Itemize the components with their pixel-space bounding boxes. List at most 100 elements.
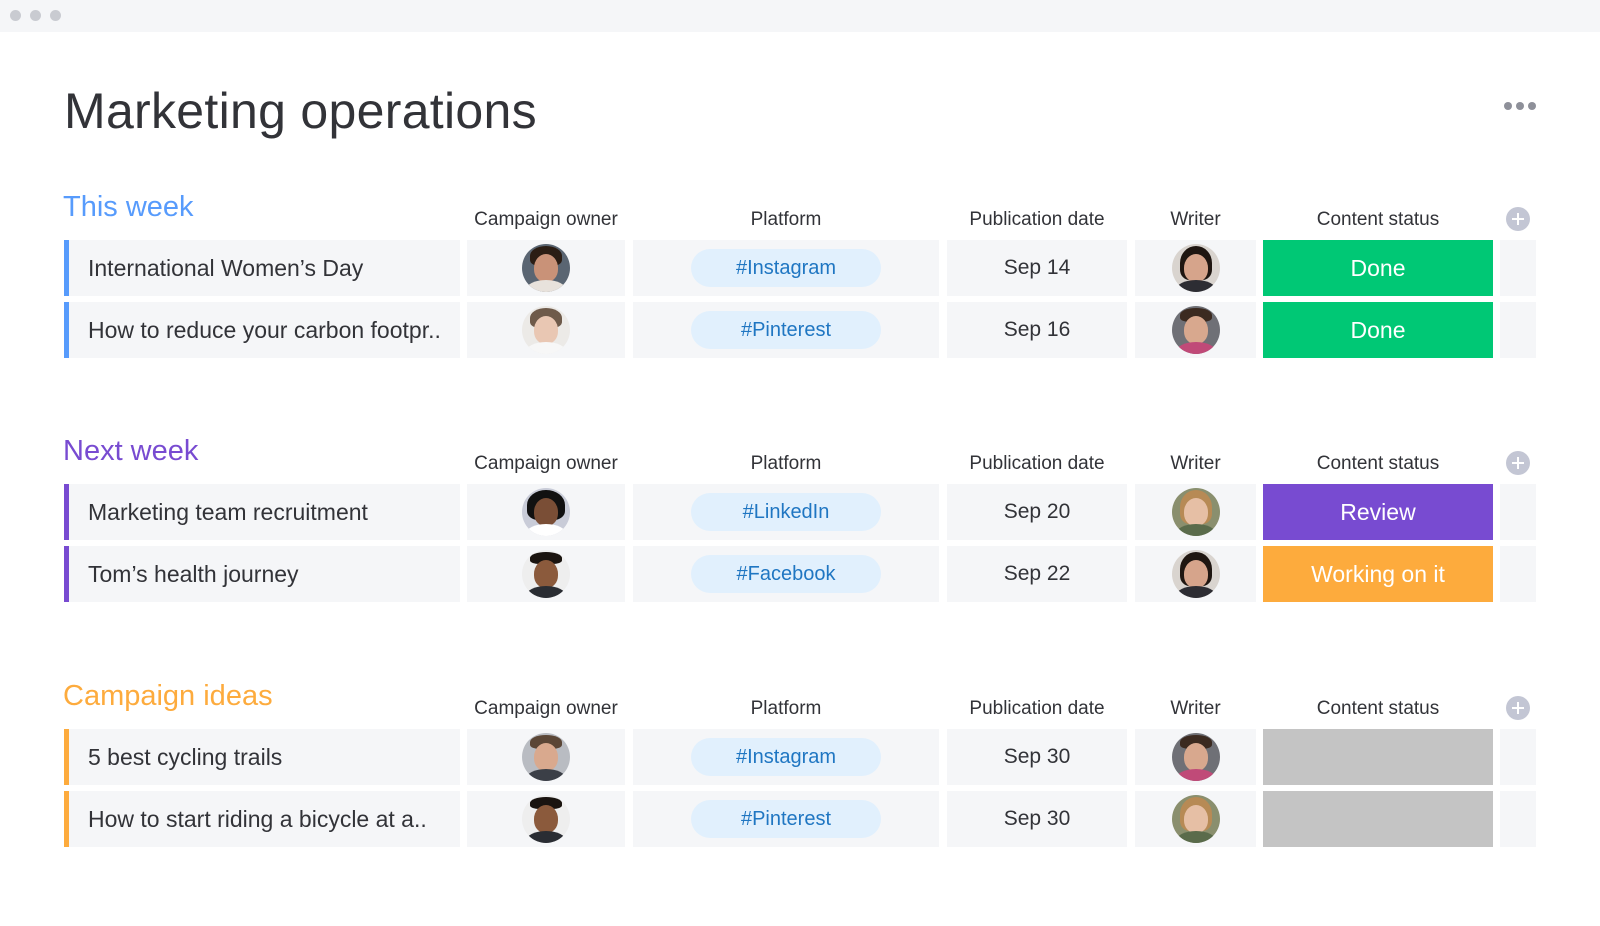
publication-date[interactable]: Sep 20: [947, 484, 1127, 540]
platform-cell: #Facebook: [633, 546, 939, 602]
column-header-status: Content status: [1316, 453, 1440, 474]
column-header-platform: Platform: [750, 698, 822, 719]
item-name-cell[interactable]: International Women’s Day: [64, 240, 460, 296]
more-options-icon[interactable]: [1500, 96, 1540, 116]
writer-cell[interactable]: [1135, 791, 1256, 847]
avatar-woman-long-dark-hair[interactable]: [1171, 244, 1220, 292]
status-badge[interactable]: [1263, 729, 1493, 785]
writer-cell[interactable]: [1135, 546, 1256, 602]
owner-cell[interactable]: [467, 791, 625, 847]
column-header-owner: Campaign owner: [474, 453, 618, 474]
platform-cell: #Pinterest: [633, 791, 939, 847]
status-badge[interactable]: Working on it: [1263, 546, 1493, 602]
group-title[interactable]: Next week: [63, 435, 199, 467]
column-header-platform: Platform: [750, 453, 822, 474]
owner-cell[interactable]: [467, 484, 625, 540]
empty-cell: [1500, 791, 1536, 847]
column-header-writer: Writer: [1170, 698, 1221, 719]
item-name-cell[interactable]: How to start riding a bicycle at a..: [64, 791, 460, 847]
item-name-cell[interactable]: Marketing team recruitment: [64, 484, 460, 540]
table-row: Tom’s health journey #Facebook Sep 22 Wo…: [0, 546, 1600, 602]
group-color-bar: [64, 240, 69, 296]
column-header-writer: Writer: [1170, 453, 1221, 474]
column-header-date: Publication date: [969, 453, 1105, 474]
publication-date[interactable]: Sep 30: [947, 791, 1127, 847]
writer-cell[interactable]: [1135, 484, 1256, 540]
group-color-bar: [64, 729, 69, 785]
item-name: Marketing team recruitment: [88, 498, 368, 525]
page-title: Marketing operations: [64, 83, 537, 139]
item-name: Tom’s health journey: [88, 560, 299, 587]
platform-cell: #LinkedIn: [633, 484, 939, 540]
avatar-woman-dark-hair[interactable]: [522, 244, 570, 292]
platform-tag[interactable]: #Instagram: [691, 249, 881, 287]
writer-cell[interactable]: [1135, 240, 1256, 296]
column-header-status: Content status: [1316, 698, 1440, 719]
empty-cell: [1500, 240, 1536, 296]
add-column-icon[interactable]: [1506, 696, 1530, 720]
owner-cell[interactable]: [467, 546, 625, 602]
group-color-bar: [64, 791, 69, 847]
table-row: Marketing team recruitment #LinkedIn Sep…: [0, 484, 1600, 540]
table-row: International Women’s Day #Instagram Sep…: [0, 240, 1600, 296]
platform-tag[interactable]: #Pinterest: [691, 800, 881, 838]
owner-cell[interactable]: [467, 729, 625, 785]
add-column-icon[interactable]: [1506, 451, 1530, 475]
group-title[interactable]: This week: [63, 191, 194, 223]
avatar-man-short-hair[interactable]: [522, 733, 570, 781]
platform-cell: #Pinterest: [633, 302, 939, 358]
platform-cell: #Instagram: [633, 240, 939, 296]
item-name-cell[interactable]: How to reduce your carbon footpr..: [64, 302, 460, 358]
status-badge[interactable]: [1263, 791, 1493, 847]
avatar-woman-light-hair[interactable]: [522, 306, 570, 354]
avatar-woman-curly-hair[interactable]: [522, 488, 570, 536]
status-badge[interactable]: Review: [1263, 484, 1493, 540]
platform-tag[interactable]: #Instagram: [691, 738, 881, 776]
table-row: How to start riding a bicycle at a.. #Pi…: [0, 791, 1600, 847]
item-name: How to reduce your carbon footpr..: [88, 316, 441, 343]
item-name: International Women’s Day: [88, 254, 364, 281]
table-row: 5 best cycling trails #Instagram Sep 30: [0, 729, 1600, 785]
avatar-woman-blonde[interactable]: [1171, 795, 1220, 843]
platform-tag[interactable]: #Pinterest: [691, 311, 881, 349]
publication-date[interactable]: Sep 16: [947, 302, 1127, 358]
status-badge[interactable]: Done: [1263, 302, 1493, 358]
window-dot-icon: [50, 10, 61, 21]
column-header-date: Publication date: [969, 698, 1105, 719]
empty-cell: [1500, 546, 1536, 602]
table-row: How to reduce your carbon footpr.. #Pint…: [0, 302, 1600, 358]
platform-tag[interactable]: #LinkedIn: [691, 493, 881, 531]
publication-date[interactable]: Sep 30: [947, 729, 1127, 785]
avatar-man-dark[interactable]: [522, 795, 570, 843]
add-column-icon[interactable]: [1506, 207, 1530, 231]
window-dot-icon: [10, 10, 21, 21]
avatar-man-dark[interactable]: [522, 550, 570, 598]
writer-cell[interactable]: [1135, 302, 1256, 358]
platform-cell: #Instagram: [633, 729, 939, 785]
owner-cell[interactable]: [467, 240, 625, 296]
item-name-cell[interactable]: Tom’s health journey: [64, 546, 460, 602]
column-header-owner: Campaign owner: [474, 209, 618, 230]
avatar-woman-long-dark-hair[interactable]: [1171, 550, 1220, 598]
window-dot-icon: [30, 10, 41, 21]
owner-cell[interactable]: [467, 302, 625, 358]
item-name: How to start riding a bicycle at a..: [88, 805, 427, 832]
publication-date[interactable]: Sep 14: [947, 240, 1127, 296]
avatar-man-beard[interactable]: [1171, 733, 1220, 781]
publication-date[interactable]: Sep 22: [947, 546, 1127, 602]
window-title-bar: [0, 0, 1600, 32]
group-next-week: Next week Campaign owner Platform Public…: [0, 435, 1600, 625]
writer-cell[interactable]: [1135, 729, 1256, 785]
group-campaign-ideas: Campaign ideas Campaign owner Platform P…: [0, 680, 1600, 870]
empty-cell: [1500, 729, 1536, 785]
platform-tag[interactable]: #Facebook: [691, 555, 881, 593]
avatar-man-beard[interactable]: [1171, 306, 1220, 354]
item-name-cell[interactable]: 5 best cycling trails: [64, 729, 460, 785]
status-badge[interactable]: Done: [1263, 240, 1493, 296]
column-header-owner: Campaign owner: [474, 698, 618, 719]
group-color-bar: [64, 546, 69, 602]
group-color-bar: [64, 484, 69, 540]
group-title[interactable]: Campaign ideas: [63, 680, 273, 712]
avatar-woman-blonde[interactable]: [1171, 488, 1220, 536]
column-header-writer: Writer: [1170, 209, 1221, 230]
